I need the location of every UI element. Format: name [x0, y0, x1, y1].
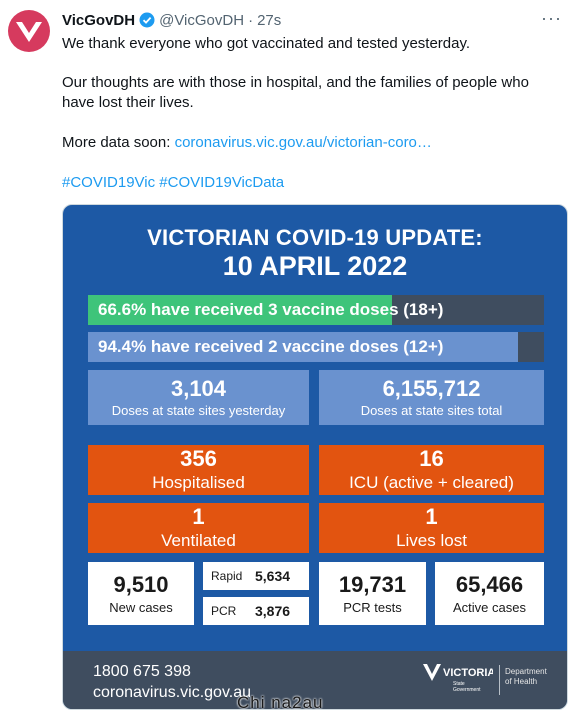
hashtag-covid19vicdata[interactable]: #COVID19VicData — [159, 174, 285, 191]
ventilated-box: 1 Ventilated — [88, 503, 309, 553]
logo-sub1: State — [453, 681, 465, 687]
avatar[interactable] — [8, 10, 50, 52]
vaccine-bar-2-doses-label: 94.4% have received 2 vaccine doses (12+… — [98, 337, 444, 356]
active-cases-box: 65,466 Active cases — [435, 562, 544, 625]
rapid-box: Rapid 5,634 — [203, 562, 309, 590]
logo-sub2: Government — [453, 687, 481, 693]
vaccine-bar-3-doses: 66.6% have received 3 vaccine doses (18+… — [88, 295, 544, 325]
tweet-hashtags: #COVID19Vic #COVID19VicData — [62, 173, 562, 193]
department-label: Department of Health — [505, 667, 547, 687]
new-cases-value: 9,510 — [113, 572, 169, 597]
vaccine-bar-3-doses-fill — [88, 295, 392, 325]
doses-yesterday-label: Doses at state sites yesterday — [111, 403, 286, 418]
hospitalised-value: 356 — [180, 446, 217, 471]
tweet-text-line2a: Our thoughts are with those in hospital,… — [62, 74, 529, 91]
handle[interactable]: @VicGovDH — [159, 11, 245, 29]
timestamp[interactable]: 27s — [257, 11, 282, 29]
footer-url: coronavirus.vic.gov.au — [93, 684, 251, 701]
icu-box: 16 ICU (active + cleared) — [319, 445, 544, 495]
hashtag-covid19vic[interactable]: #COVID19Vic — [62, 174, 156, 191]
footer-phone: 1800 675 398 — [93, 663, 191, 680]
pcr-value: 3,876 — [255, 603, 291, 619]
logo-divider — [499, 665, 500, 695]
ventilated-value: 1 — [192, 504, 205, 529]
hospitalised-label: Hospitalised — [152, 473, 245, 492]
vaccine-bar-2-doses: 94.4% have received 2 vaccine doses (12+… — [88, 332, 544, 362]
caption-overlay: Chi na2au — [237, 693, 324, 712]
lives-lost-box: 1 Lives lost — [319, 503, 544, 553]
rapid-value: 5,634 — [255, 568, 291, 584]
pcr-tests-value: 19,731 — [338, 572, 407, 597]
tweet-text-more-data: More data soon: coronavirus.vic.gov.au/v… — [62, 133, 562, 153]
hospitalised-box: 356 Hospitalised — [88, 445, 309, 495]
logo-text: VICTORIA — [443, 667, 493, 679]
pcr-box: PCR 3,876 — [203, 597, 309, 625]
more-options-icon[interactable]: ··· — [541, 8, 562, 28]
new-cases-box: 9,510 New cases — [88, 562, 194, 625]
icu-value: 16 — [419, 446, 444, 471]
card-footer: 1800 675 398 coronavirus.vic.gov.au VICT… — [63, 651, 567, 709]
lives-lost-value: 1 — [425, 504, 438, 529]
tweet-text-line2b: have lost their lives. — [62, 94, 194, 111]
rapid-label: Rapid — [211, 569, 243, 583]
display-name[interactable]: VicGovDH — [62, 11, 136, 29]
lives-lost-label: Lives lost — [396, 531, 467, 550]
doses-yesterday-box: 3,104 Doses at state sites yesterday — [88, 370, 309, 425]
active-cases-label: Active cases — [453, 600, 526, 615]
vaccine-bar-2-doses-fill — [88, 332, 519, 362]
doses-total-value: 6,155,712 — [382, 376, 481, 401]
separator-dot: · — [248, 11, 254, 29]
card-date: 10 APRIL 2022 — [222, 251, 408, 281]
tweet-header: VicGovDH @VicGovDH · 27s ··· — [62, 8, 562, 30]
doses-total-label: Doses at state sites total — [360, 403, 503, 418]
card-title: VICTORIAN COVID-19 UPDATE: — [147, 225, 483, 250]
verified-badge-icon — [139, 12, 155, 28]
vaccine-bar-3-doses-label: 66.6% have received 3 vaccine doses (18+… — [98, 300, 444, 319]
new-cases-label: New cases — [109, 600, 173, 615]
icu-label: ICU (active + cleared) — [349, 473, 514, 492]
pcr-tests-box: 19,731 PCR tests — [319, 562, 426, 625]
dept-line2: of Health — [505, 677, 538, 686]
doses-total-box: 6,155,712 Doses at state sites total — [319, 370, 544, 425]
covid-update-image[interactable]: VICTORIAN COVID-19 UPDATE: 10 APRIL 2022… — [62, 204, 568, 710]
vic-logo-icon — [16, 22, 42, 42]
pcr-label: PCR — [211, 604, 237, 618]
tweet-text-line1: We thank everyone who got vaccinated and… — [62, 35, 471, 52]
doses-yesterday-value: 3,104 — [170, 376, 227, 401]
tweet-link[interactable]: coronavirus.vic.gov.au/victorian-coro… — [174, 134, 432, 151]
dept-line1: Department — [505, 667, 547, 676]
more-data-prefix: More data soon: — [62, 134, 171, 151]
active-cases-value: 65,466 — [455, 572, 524, 597]
pcr-tests-label: PCR tests — [343, 600, 402, 615]
victoria-state-government-logo-icon: VICTORIA State Government — [423, 664, 493, 693]
ventilated-label: Ventilated — [161, 531, 236, 550]
